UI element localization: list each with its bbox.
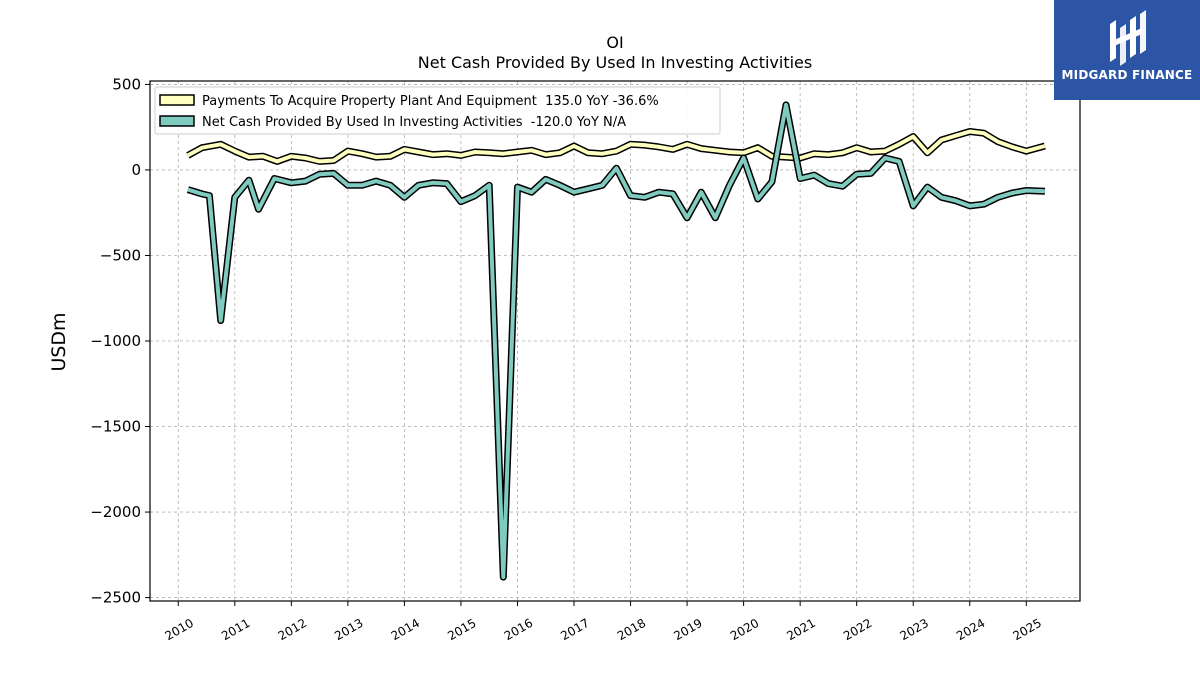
legend-box: [154, 86, 721, 135]
y-axis: 500 0 −500 −1000 −1500 −2000 −2500: [90, 75, 150, 607]
legend-label-capex: Payments To Acquire Property Plant And E…: [202, 94, 659, 109]
y-tick-label: 500: [112, 75, 141, 93]
y-axis-label: USDm: [48, 312, 70, 371]
grid-lines: [150, 81, 1080, 601]
x-tick-label: 2016: [502, 616, 535, 643]
legend: Payments To Acquire Property Plant And E…: [154, 86, 721, 135]
x-tick-label: 2017: [558, 616, 591, 643]
legend-swatch-capex: [159, 94, 195, 106]
series-investing-line: [187, 102, 1045, 580]
x-tick-label: 2013: [332, 616, 365, 643]
x-tick-label: 2025: [1011, 616, 1044, 643]
y-tick-label: −500: [100, 246, 141, 264]
x-tick-label: 2012: [276, 616, 309, 643]
x-tick-label: 2010: [163, 616, 196, 643]
y-tick-label: −2500: [90, 589, 141, 607]
x-tick-label: 2011: [219, 616, 252, 643]
legend-label-investing: Net Cash Provided By Used In Investing A…: [202, 115, 626, 130]
x-tick-label: 2021: [784, 616, 817, 643]
x-tick-label: 2024: [954, 616, 987, 643]
brand-logo: MIDGARD FINANCE: [1054, 0, 1200, 100]
y-tick-label: −2000: [90, 503, 141, 521]
chart-title: OI: [606, 33, 623, 52]
x-tick-label: 2018: [615, 616, 648, 643]
series-layer: [186, 101, 1046, 581]
x-tick-label: 2019: [671, 616, 704, 643]
x-tick-label: 2022: [841, 616, 874, 643]
y-tick-label: 0: [131, 161, 141, 179]
x-tick-label: 2014: [389, 616, 422, 643]
x-tick-label: 2023: [897, 616, 930, 643]
x-tick-label: 2020: [728, 616, 761, 643]
x-axis: 2010 2011 2012 2013 2014 2015 2016 2017 2018 2019…: [163, 601, 1044, 643]
x-tick-label: 2015: [445, 616, 478, 643]
legend-swatch-investing: [159, 115, 195, 127]
y-tick-label: −1500: [90, 418, 141, 436]
y-tick-label: −1000: [90, 332, 141, 350]
logo-mark-icon: [1110, 10, 1146, 66]
logo-text: MIDGARD FINANCE: [1061, 68, 1193, 82]
series-capex-line: [186, 129, 1046, 164]
chart-subtitle: Net Cash Provided By Used In Investing A…: [418, 53, 812, 72]
series-capex-outline: [186, 128, 1046, 165]
